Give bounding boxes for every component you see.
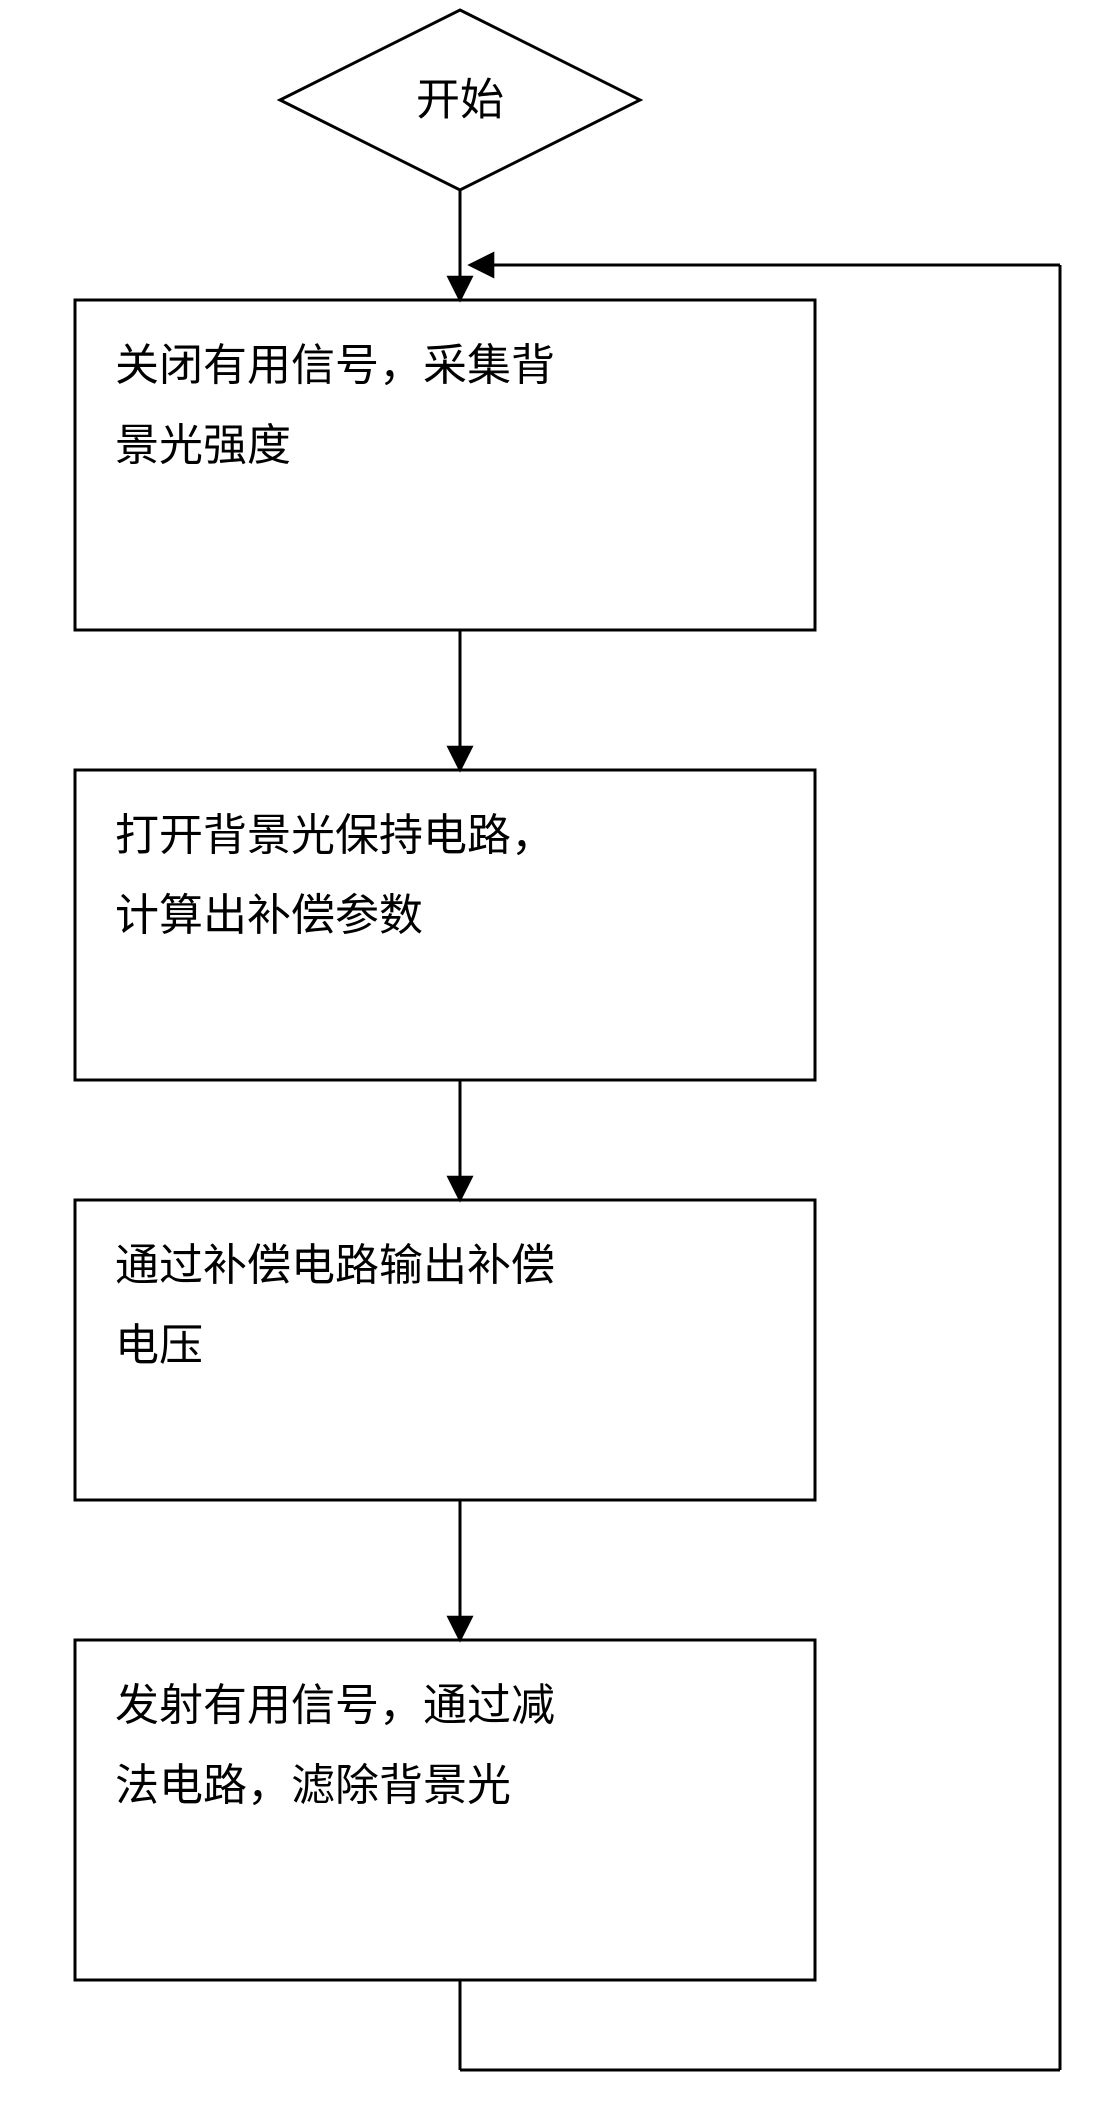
start-label: 开始: [416, 76, 504, 125]
process-text-1-line-1: 关闭有用信号，采集背: [115, 341, 555, 390]
process-text-2-line-1: 打开背景光保持电路，: [115, 811, 555, 860]
flowchart-canvas: 开始关闭有用信号，采集背景光强度打开背景光保持电路， 计算出补偿参数通过补偿电路输…: [0, 0, 1118, 2109]
process-text-4-line-1: 发射有用信号，通过减: [115, 1681, 555, 1730]
process-text-2-line-2: 计算出补偿参数: [115, 891, 423, 940]
process-text-1-line-2: 景光强度: [115, 421, 291, 470]
process-text-4-line-2: 法电路，滤除背景光: [115, 1761, 511, 1810]
process-text-3-line-1: 通过补偿电路输出补偿: [115, 1241, 555, 1290]
process-text-3-line-2: 电压: [115, 1321, 203, 1370]
